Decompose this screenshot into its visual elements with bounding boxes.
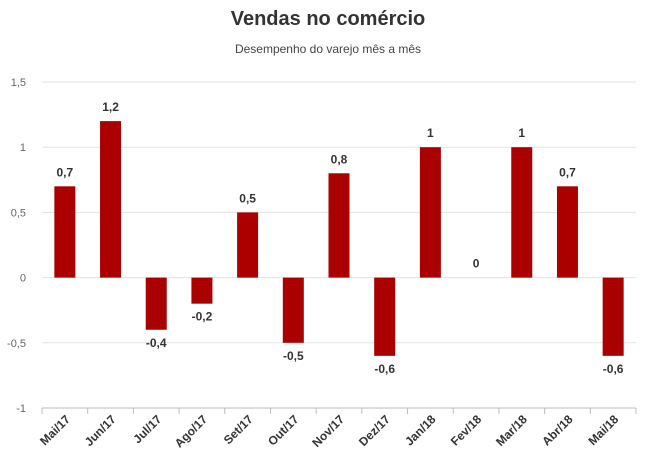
x-tick-label: Nov/17 <box>309 412 347 450</box>
x-tick-label: Jul/17 <box>130 412 164 446</box>
y-tick-label: 0 <box>20 273 26 285</box>
x-tick-label: Mai/18 <box>585 412 621 448</box>
x-tick-label: Ago/17 <box>172 412 210 450</box>
x-tick-label: Out/17 <box>265 412 302 449</box>
chart-title: Vendas no comércio <box>230 8 426 30</box>
bar <box>191 277 213 304</box>
x-tick-label: Mai/17 <box>37 412 73 448</box>
y-tick-label: 1 <box>20 142 26 154</box>
y-tick-label: 1,5 <box>11 77 26 89</box>
bar <box>374 277 396 356</box>
bar <box>237 212 259 278</box>
y-tick-label: -0,5 <box>7 338 26 350</box>
bar <box>328 173 350 278</box>
bar <box>145 277 167 330</box>
chart-subtitle: Desempenho do varejo mês a mês <box>234 42 422 56</box>
x-tick-label: Dez/17 <box>356 412 393 449</box>
bar <box>54 186 76 278</box>
data-label: 1 <box>427 126 434 140</box>
bar <box>602 277 624 356</box>
x-axis: Mai/17 Jun/17 Jul/17 Ago/17 Set/17 Out/17 Nov/… <box>37 407 637 450</box>
bar <box>419 147 441 278</box>
bar <box>556 186 578 278</box>
x-tick-label: Jan/18 <box>402 412 439 449</box>
data-label: -0,6 <box>603 362 624 376</box>
y-tick-label: -1 <box>16 403 26 415</box>
data-label: 0,8 <box>331 152 348 166</box>
data-label: 0 <box>473 257 480 271</box>
y-tick-label: 0,5 <box>11 207 26 219</box>
data-labels: 0,7 1,2 -0,4 -0,2 0,5 -0,5 0,8 -0,6 1 0 1 0,7 -0,6 <box>57 100 624 376</box>
data-label: 0,7 <box>57 165 74 179</box>
data-label: 0,7 <box>559 165 576 179</box>
x-tick-label: Mar/18 <box>493 412 530 449</box>
x-tick-label: Set/17 <box>221 412 256 447</box>
y-axis: 1,5 1 0,5 0 -0,5 -1 <box>7 77 26 415</box>
data-label: -0,5 <box>283 349 304 363</box>
bar <box>511 147 533 278</box>
data-label: -0,2 <box>192 310 213 324</box>
x-tick-label: Fev/18 <box>448 412 485 449</box>
data-label: 1 <box>518 126 525 140</box>
data-label: -0,6 <box>374 362 395 376</box>
bar <box>282 277 304 343</box>
data-label: 1,2 <box>102 100 119 114</box>
bar <box>100 121 122 278</box>
bars <box>54 121 624 356</box>
data-label: 0,5 <box>239 191 256 205</box>
x-tick-label: Jun/17 <box>82 412 119 449</box>
data-label: -0,4 <box>146 336 167 350</box>
x-tick-label: Abr/18 <box>539 412 576 449</box>
